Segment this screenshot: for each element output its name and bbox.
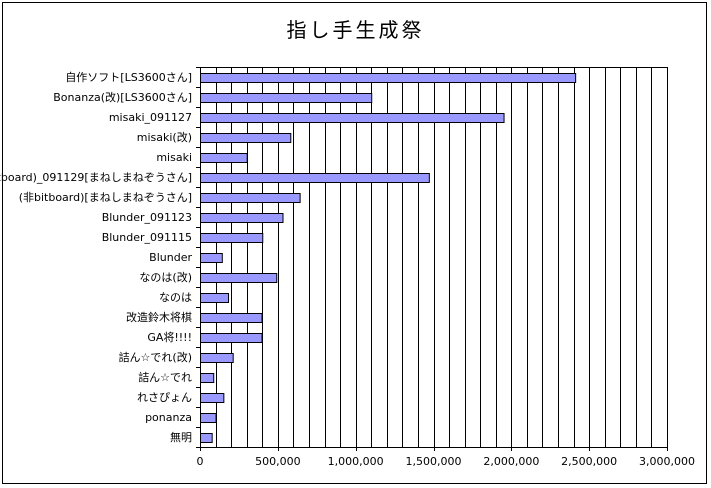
bar xyxy=(200,273,278,283)
category-label: Blunder xyxy=(149,251,192,264)
x-tick-label: 500,000 xyxy=(255,455,301,468)
grid-lines xyxy=(200,67,668,447)
bar xyxy=(200,353,234,363)
x-tick-label: 1,500,000 xyxy=(406,455,462,468)
bar xyxy=(200,293,230,303)
category-label: (非bitboard)[まねしまねぞうさん] xyxy=(19,191,192,204)
category-label: Blunder_091115 xyxy=(102,231,192,244)
category-label: なのは xyxy=(159,291,192,304)
bar xyxy=(200,233,264,243)
chart-title: 指し手生成祭 xyxy=(286,18,425,42)
category-label: misaki xyxy=(156,151,192,164)
bar xyxy=(200,373,215,383)
bar xyxy=(200,393,225,403)
bar xyxy=(200,153,248,163)
bar xyxy=(200,193,301,203)
category-label: 自作ソフト[LS3600さん] xyxy=(65,71,192,84)
x-tick-label: 2,500,000 xyxy=(561,455,617,468)
category-label: 改造鈴木将棋 xyxy=(126,310,192,324)
bar xyxy=(200,313,263,323)
category-label: 無明 xyxy=(170,430,192,444)
category-label: ponanza xyxy=(145,411,192,424)
category-label: Bonanza(改)[LS3600さん] xyxy=(53,90,192,104)
x-tick-label: 0 xyxy=(197,455,204,468)
category-label: 詰ん☆でれ(改) xyxy=(119,350,192,364)
category-label: Blunder_091123 xyxy=(102,211,192,224)
category-labels: 自作ソフト[LS3600さん] Bonanza(改)[LS3600さん] misak… xyxy=(0,71,192,444)
x-tick-label: 1,000,000 xyxy=(328,455,384,468)
category-label: misaki_091127 xyxy=(109,111,192,124)
category-label: なのは(改) xyxy=(139,270,192,284)
bar xyxy=(200,133,292,143)
category-label: (非bitboard)_091129[まねしまねぞうさん] xyxy=(0,171,192,184)
bar xyxy=(200,213,284,223)
bar xyxy=(200,113,505,123)
bar xyxy=(200,333,263,343)
category-label: れさぴょん xyxy=(137,391,192,404)
bar xyxy=(200,413,217,423)
axes xyxy=(196,67,668,451)
x-tick-label: 2,000,000 xyxy=(483,455,539,468)
bar xyxy=(200,253,223,263)
category-label: misaki(改) xyxy=(137,130,192,144)
category-label: 詰ん☆でれ xyxy=(138,370,192,384)
bars xyxy=(200,73,577,443)
x-tick-label: 3,000,000 xyxy=(639,455,695,468)
bar xyxy=(200,93,373,103)
bar xyxy=(200,433,213,443)
bar xyxy=(200,173,430,183)
bar xyxy=(200,73,577,83)
category-label: GA将!!!! xyxy=(147,331,192,344)
tick-labels: 0 500,000 1,000,000 1,500,000 2,000,000 2,500… xyxy=(197,455,695,468)
